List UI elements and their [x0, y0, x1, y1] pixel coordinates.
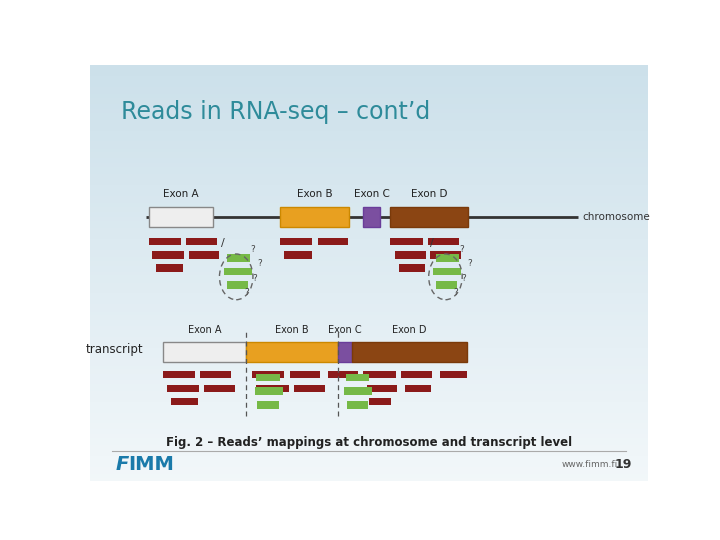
Bar — [153, 251, 184, 259]
Text: Exon B: Exon B — [276, 325, 309, 335]
Text: Exon B: Exon B — [297, 189, 333, 199]
Text: www.fimm.fi: www.fimm.fi — [562, 460, 618, 469]
Bar — [163, 371, 195, 379]
Bar — [280, 238, 312, 245]
Bar — [227, 281, 248, 288]
Bar — [436, 254, 459, 262]
Bar — [366, 384, 397, 392]
Bar — [401, 371, 432, 379]
Bar — [338, 342, 352, 362]
Bar — [346, 374, 369, 381]
Bar — [258, 401, 279, 409]
Text: Exon D: Exon D — [411, 189, 448, 199]
Bar — [399, 265, 426, 272]
Bar — [148, 207, 213, 227]
Text: IMM: IMM — [128, 455, 174, 474]
Bar — [428, 238, 459, 245]
Bar — [171, 398, 198, 406]
Text: /: / — [221, 238, 225, 248]
Text: Exon D: Exon D — [392, 325, 427, 335]
Bar — [256, 384, 289, 392]
Text: ?: ? — [252, 274, 257, 282]
Text: 19: 19 — [615, 458, 632, 471]
Bar — [436, 281, 457, 288]
Bar — [148, 238, 181, 245]
Bar — [256, 374, 279, 381]
Bar — [390, 207, 468, 227]
Bar — [163, 342, 246, 362]
Bar — [227, 254, 250, 262]
Text: chromosome: chromosome — [582, 212, 650, 221]
Text: Exon C: Exon C — [354, 189, 390, 199]
Bar — [352, 342, 467, 362]
Text: ?: ? — [244, 288, 248, 297]
Bar — [347, 401, 368, 409]
Text: F: F — [115, 455, 128, 474]
Bar — [433, 268, 461, 275]
Bar — [200, 371, 231, 379]
Bar — [224, 268, 252, 275]
Bar — [246, 342, 338, 362]
Bar — [189, 251, 220, 259]
Bar — [294, 384, 325, 392]
Bar — [395, 251, 426, 259]
Text: ?: ? — [460, 245, 464, 254]
Bar — [405, 384, 431, 392]
Bar — [289, 371, 320, 379]
Text: transcript: transcript — [86, 343, 143, 356]
Text: /: / — [430, 238, 434, 248]
Text: ?: ? — [258, 259, 263, 268]
Bar — [431, 251, 461, 259]
Text: ?: ? — [453, 288, 458, 297]
Text: Reads in RNA-seq – cont’d: Reads in RNA-seq – cont’d — [121, 100, 430, 124]
Bar — [186, 238, 217, 245]
Bar — [390, 238, 423, 245]
Text: Exon A: Exon A — [188, 325, 221, 335]
Text: Exon C: Exon C — [328, 325, 362, 335]
Bar — [318, 238, 348, 245]
Bar — [167, 384, 199, 392]
Bar — [369, 398, 392, 406]
Bar — [255, 388, 282, 395]
Text: Fig. 2 – Reads’ mappings at chromosome and transcript level: Fig. 2 – Reads’ mappings at chromosome a… — [166, 436, 572, 449]
Bar — [364, 207, 380, 227]
Bar — [252, 371, 284, 379]
Text: ?: ? — [251, 245, 256, 254]
Text: ?: ? — [462, 274, 467, 282]
Bar — [328, 371, 359, 379]
Bar — [364, 371, 396, 379]
Text: ?: ? — [467, 259, 472, 268]
Bar — [344, 388, 372, 395]
Text: Exon A: Exon A — [163, 189, 199, 199]
Bar — [441, 371, 467, 379]
Bar — [204, 384, 235, 392]
Bar — [280, 207, 349, 227]
Bar — [284, 251, 312, 259]
Bar — [156, 265, 183, 272]
